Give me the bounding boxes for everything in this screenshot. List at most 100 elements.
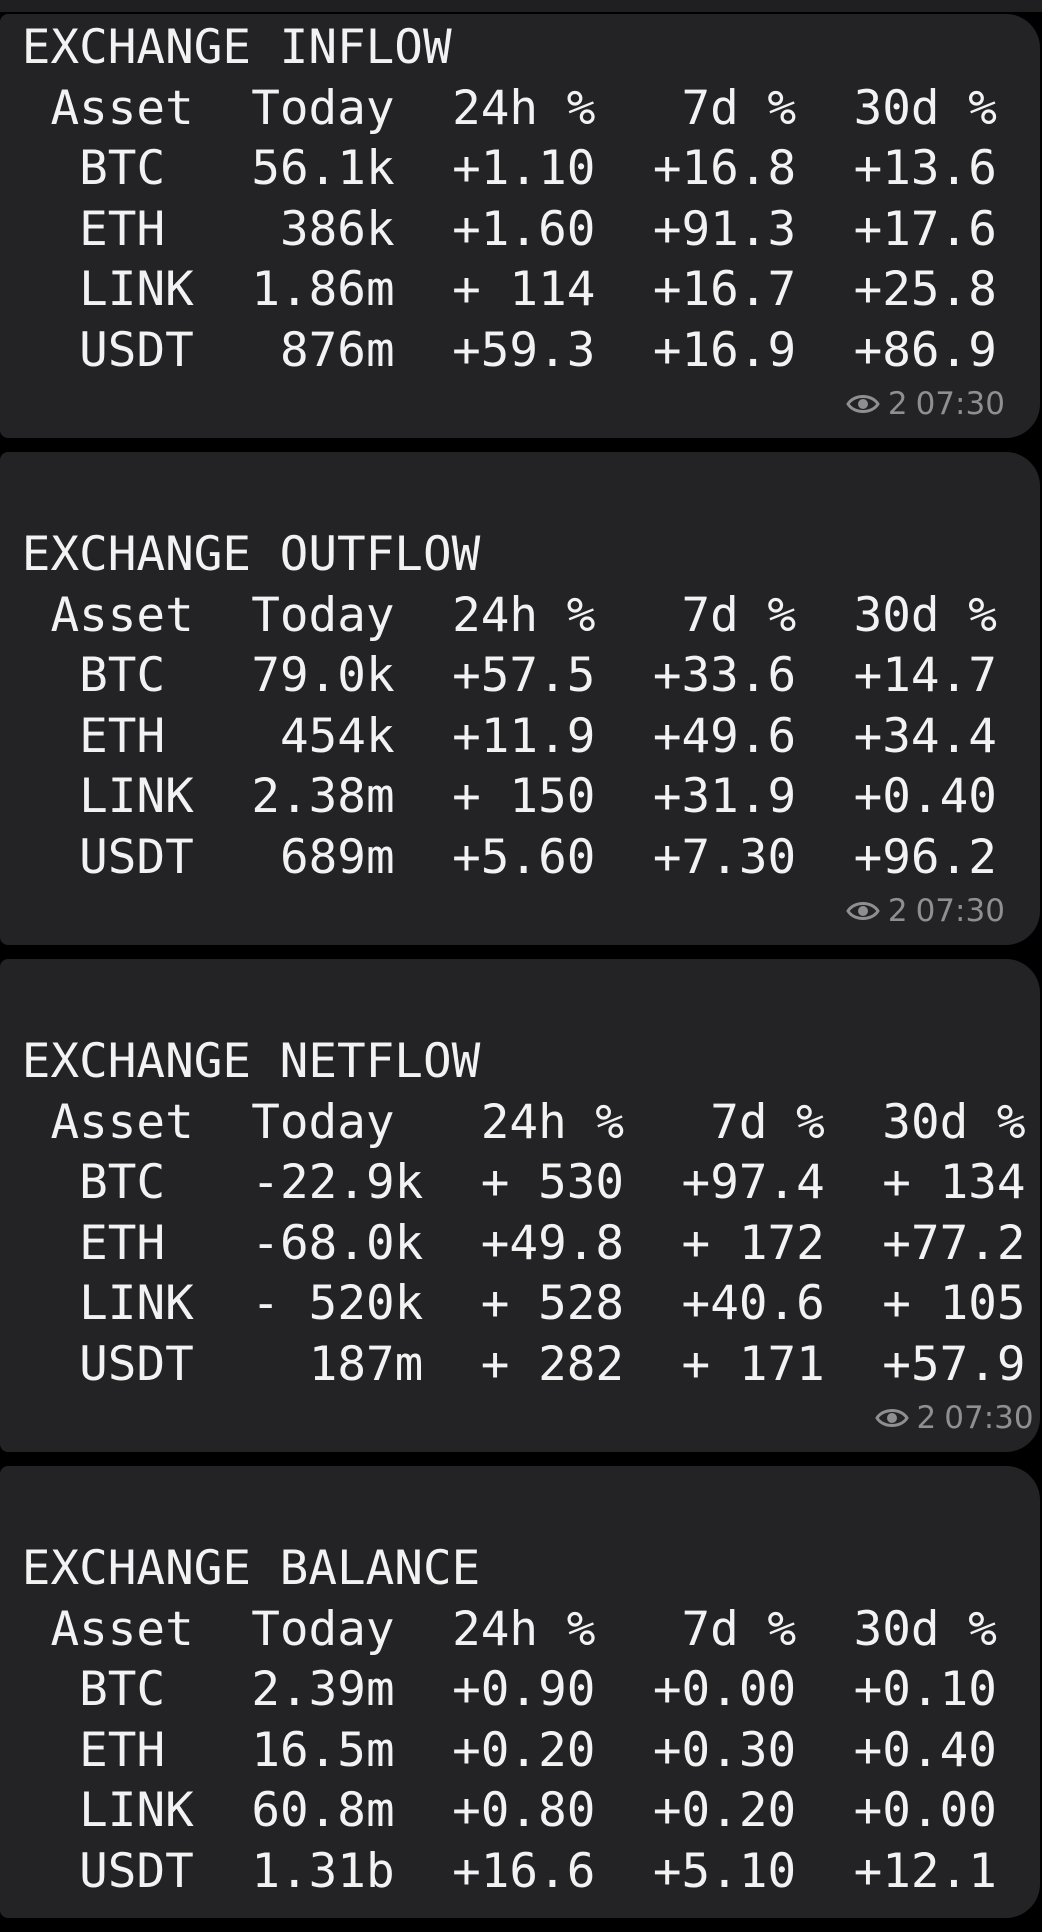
table-row: BTC -22.9k + 530 +97.4 + 134: [0, 1153, 1040, 1214]
table-cell: +11.9: [452, 708, 596, 764]
table-cell: + 282: [480, 1336, 625, 1392]
message-time: 07:30: [944, 1400, 1034, 1436]
table-cell: 876m: [280, 322, 395, 378]
table-cell: ETH: [79, 201, 166, 257]
table-cell: +49.8: [480, 1215, 625, 1271]
table-row: LINK 1.86m + 114 +16.7 +25.8: [0, 260, 1040, 321]
table-cell: +7.30: [652, 829, 797, 885]
table-cell: +17.6: [853, 201, 997, 257]
header-cell: Asset: [50, 587, 194, 643]
message-title: EXCHANGE BALANCE: [0, 1539, 1040, 1600]
table-cell: +1.60: [452, 201, 596, 257]
table-cell: +0.40: [853, 1722, 997, 1778]
table-cell: +25.8: [853, 262, 997, 317]
table-cell: +1.10: [452, 141, 596, 196]
header-cell: 7d %: [681, 1601, 797, 1657]
table-cell: +59.3: [452, 322, 596, 378]
message-bubble: EXCHANGE OUTFLOW Asset Today 24h % 7d % 30d %…: [0, 452, 1040, 945]
header-cell: Today: [251, 1094, 395, 1150]
message-bubble: EXCHANGE NETFLOW Asset Today 24h % 7d % 30d %…: [0, 959, 1040, 1452]
table-cell: +14.7: [853, 648, 997, 703]
table-row: BTC 79.0k +57.5 +33.6 +14.7: [0, 646, 1040, 707]
table-cell: LINK: [79, 769, 194, 824]
table-row: USDT 187m + 282 + 171 +57.9: [0, 1335, 1040, 1396]
header-cell: 7d %: [681, 80, 797, 136]
table-cell: +40.6: [681, 1276, 825, 1331]
header-cell: 30d %: [853, 80, 997, 136]
view-count: 2: [887, 893, 908, 929]
message-time: 07:30: [915, 893, 1005, 929]
table-cell: ETH: [79, 708, 166, 764]
header-cell: 30d %: [853, 587, 997, 643]
header-cell: Asset: [50, 1601, 194, 1657]
table-cell: +96.2: [853, 829, 997, 885]
table-cell: +33.6: [652, 648, 797, 703]
table-cell: + 172: [681, 1215, 825, 1271]
title-text: EXCHANGE INFLOW: [21, 20, 452, 75]
header-cell: 24h %: [452, 587, 596, 643]
message-bubble: EXCHANGE BALANCE Asset Today 24h % 7d % 30d %…: [0, 1466, 1040, 1918]
header-cell: 30d %: [882, 1094, 1026, 1150]
table-cell: + 528: [480, 1276, 625, 1331]
message-footer: 2 07:30: [0, 386, 1040, 422]
table-cell: +0.10: [853, 1662, 997, 1717]
header-cell: 30d %: [853, 1601, 997, 1657]
table-row: ETH 16.5m +0.20 +0.30 +0.40: [0, 1721, 1040, 1782]
table-cell: LINK: [79, 1783, 194, 1838]
header-cell: 7d %: [710, 1094, 825, 1150]
table-cell: BTC: [79, 1155, 166, 1210]
table-cell: ETH: [79, 1215, 166, 1271]
header-cell: 24h %: [452, 1601, 596, 1657]
table-cell: +86.9: [853, 322, 997, 378]
table-cell: +5.10: [652, 1843, 797, 1899]
table-cell: +0.80: [452, 1783, 596, 1838]
view-count: 2: [916, 1400, 937, 1436]
header-cell: Today: [251, 1601, 395, 1657]
table-header: Asset Today 24h % 7d % 30d %: [0, 1600, 1040, 1661]
table-row: LINK 2.38m + 150 +31.9 +0.40: [0, 767, 1040, 828]
table-cell: 56.1k: [251, 141, 395, 196]
table-row: USDT 1.31b +16.6 +5.10 +12.1: [0, 1842, 1040, 1903]
message-bubble: EXCHANGE INFLOW Asset Today 24h % 7d % 30d % B…: [0, 14, 1040, 438]
table-cell: 1.31b: [251, 1843, 395, 1899]
table-row: USDT 689m +5.60 +7.30 +96.2: [0, 828, 1040, 889]
top-bar: [0, 0, 1042, 12]
table-cell: +0.40: [853, 769, 997, 824]
table-header: Asset Today 24h % 7d % 30d %: [0, 79, 1040, 140]
table-cell: + 171: [681, 1336, 825, 1392]
table-cell: 386k: [280, 201, 395, 257]
table-cell: +0.30: [652, 1722, 797, 1778]
header-cell: Today: [251, 587, 395, 643]
table-row: USDT 876m +59.3 +16.9 +86.9: [0, 321, 1040, 382]
table-cell: 1.86m: [251, 262, 395, 317]
table-cell: +5.60: [452, 829, 596, 885]
table-cell: +16.7: [652, 262, 797, 317]
header-cell: Asset: [50, 80, 194, 136]
table-row: BTC 2.39m +0.90 +0.00 +0.10: [0, 1660, 1040, 1721]
header-cell: 24h %: [480, 1094, 625, 1150]
table-cell: + 530: [480, 1155, 625, 1210]
table-cell: LINK: [79, 262, 194, 317]
table-cell: -68.0k: [251, 1215, 424, 1271]
message-time: 07:30: [915, 386, 1005, 422]
footer-meta: 2 07:30: [874, 1400, 1034, 1436]
message-title: EXCHANGE INFLOW: [0, 18, 1040, 79]
table-cell: LINK: [79, 1276, 194, 1331]
table-cell: USDT: [79, 322, 194, 378]
message-feed: EXCHANGE INFLOW Asset Today 24h % 7d % 30d % B…: [0, 14, 1042, 1932]
header-cell: Asset: [50, 1094, 194, 1150]
table-row: ETH -68.0k +49.8 + 172 +77.2: [0, 1214, 1040, 1275]
table-cell: +77.2: [882, 1215, 1026, 1271]
table-cell: +57.5: [452, 648, 596, 703]
header-cell: 7d %: [681, 587, 797, 643]
table-cell: 60.8m: [251, 1783, 395, 1838]
table-row: ETH 386k +1.60 +91.3 +17.6: [0, 200, 1040, 261]
table-cell: -22.9k: [251, 1155, 424, 1210]
table-cell: +57.9: [882, 1336, 1026, 1392]
view-count: 2: [887, 386, 908, 422]
header-cell: 24h %: [452, 80, 596, 136]
views-icon: [846, 902, 880, 920]
table-cell: +16.8: [652, 141, 797, 196]
table-cell: BTC: [79, 141, 166, 196]
